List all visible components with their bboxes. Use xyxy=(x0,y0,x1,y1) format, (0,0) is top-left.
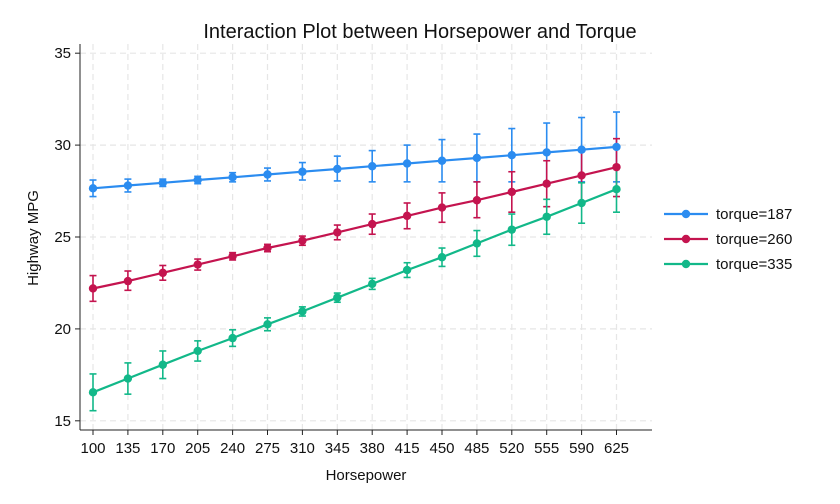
data-point xyxy=(368,219,377,229)
y-axis-label: Highway MPG xyxy=(25,190,42,286)
data-point xyxy=(263,320,272,329)
series-line xyxy=(92,145,617,190)
data-point xyxy=(123,374,133,383)
data-point xyxy=(612,142,621,152)
data-point xyxy=(193,175,202,185)
data-point xyxy=(333,228,342,237)
data-point xyxy=(333,164,342,174)
legend-marker xyxy=(681,259,691,269)
data-point xyxy=(472,153,482,163)
error-bars xyxy=(89,111,620,412)
x-tick-label: 240 xyxy=(220,440,245,457)
y-tick-label: 30 xyxy=(54,137,71,154)
data-point xyxy=(88,184,98,193)
data-point xyxy=(158,360,167,369)
data-point xyxy=(298,236,307,245)
legend: torque=187 torque=260 torque=335 xyxy=(664,206,792,273)
data-point xyxy=(228,173,237,182)
x-tick-label: 170 xyxy=(150,440,175,457)
x-tick-label: 625 xyxy=(604,440,629,457)
legend-marker xyxy=(681,209,691,219)
data-point xyxy=(193,346,202,356)
y-tick-label: 25 xyxy=(54,229,71,246)
legend-label: torque=335 xyxy=(716,256,792,273)
data-point xyxy=(158,268,167,278)
data-point xyxy=(88,284,98,293)
data-point xyxy=(437,156,447,165)
series-line xyxy=(92,166,617,290)
data-point xyxy=(472,239,482,248)
data-point xyxy=(577,145,586,154)
data-point xyxy=(542,212,551,221)
x-tick-label: 345 xyxy=(325,440,350,457)
data-point xyxy=(402,159,412,168)
data-point xyxy=(88,388,98,397)
data-point xyxy=(193,260,202,269)
data-point xyxy=(263,170,272,179)
x-tick-label: 380 xyxy=(360,440,385,457)
legend-label: torque=260 xyxy=(716,231,792,248)
data-point xyxy=(577,171,586,180)
data-point xyxy=(123,276,133,286)
data-point xyxy=(402,265,412,275)
x-tick-label: 205 xyxy=(185,440,210,457)
gridlines xyxy=(80,44,652,430)
x-tick-label: 275 xyxy=(255,440,280,457)
x-tick-label: 310 xyxy=(290,440,315,457)
x-tick-label: 100 xyxy=(80,440,105,457)
y-tick-label: 15 xyxy=(54,413,71,430)
x-tick-label: 590 xyxy=(569,440,594,457)
data-points xyxy=(88,142,621,397)
data-point xyxy=(402,211,412,221)
x-tick-label: 450 xyxy=(429,440,454,457)
x-tick-label: 520 xyxy=(499,440,524,457)
data-point xyxy=(123,181,133,190)
data-point xyxy=(228,333,237,343)
y-tick-label: 20 xyxy=(54,321,71,338)
data-point xyxy=(368,162,377,171)
y-tick-label: 35 xyxy=(54,45,71,62)
legend-marker xyxy=(681,234,691,244)
x-axis-label: Horsepower xyxy=(326,467,407,484)
legend-label: torque=187 xyxy=(716,206,792,223)
x-tick-label: 555 xyxy=(534,440,559,457)
series-line xyxy=(92,188,617,394)
data-point xyxy=(158,178,167,187)
data-point xyxy=(612,185,621,194)
data-point xyxy=(298,307,307,316)
x-tick-label: 135 xyxy=(115,440,140,457)
series-lines xyxy=(92,145,617,394)
data-point xyxy=(612,162,621,172)
data-point xyxy=(542,148,551,157)
data-point xyxy=(437,203,447,212)
data-point xyxy=(228,252,237,261)
data-point xyxy=(298,167,307,176)
data-point xyxy=(368,279,377,289)
chart-title: Interaction Plot between Horsepower and … xyxy=(203,21,636,43)
data-point xyxy=(263,243,272,253)
data-point xyxy=(333,293,342,302)
x-tick-label: 485 xyxy=(464,440,489,457)
data-point xyxy=(542,179,551,188)
data-point xyxy=(577,198,586,208)
data-point xyxy=(507,151,516,160)
data-point xyxy=(472,196,482,205)
data-point xyxy=(507,225,516,234)
data-point xyxy=(507,187,516,197)
y-axis-ticks: 15 20 25 30 35 xyxy=(54,45,80,430)
x-axis-ticks: 100 135 170 205 240 275 310 345 380 415 450 485 520 5… xyxy=(80,430,629,457)
x-tick-label: 415 xyxy=(395,440,420,457)
data-point xyxy=(437,253,447,262)
